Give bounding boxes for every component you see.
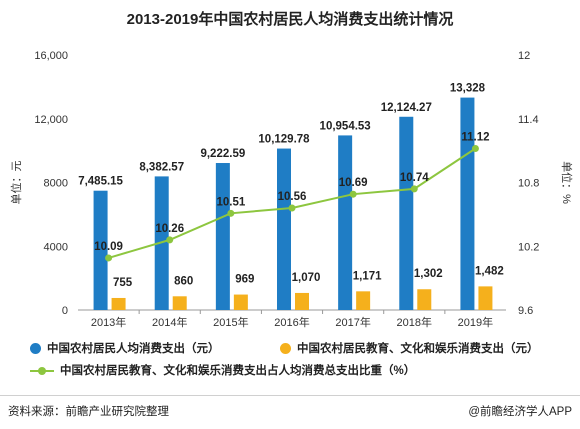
legend-label-ratio: 中国农村居民教育、文化和娱乐消费支出占人均消费总支出比重（%）	[60, 365, 416, 377]
bar-education-label: 755	[113, 277, 133, 289]
y-left-tick-label: 12,000	[34, 114, 68, 126]
bar-consumption-label: 10,954.53	[320, 120, 371, 132]
bar-consumption	[277, 148, 291, 310]
legend-marker-education	[280, 342, 291, 354]
x-tick-label: 2019年	[458, 315, 493, 329]
y-left-tick-label: 16,000	[34, 50, 68, 62]
brand-credit: @前瞻经济学人APP	[468, 406, 572, 418]
chart-title: 2013-2019年中国农村居民人均消费支出统计情况	[126, 11, 454, 28]
y-left-tick-label: 4000	[44, 241, 68, 253]
bar-education	[417, 289, 432, 310]
chart-line	[105, 145, 479, 262]
bar-consumption-label: 9,222.59	[200, 148, 245, 160]
y-right-tick-label: 11.4	[518, 114, 539, 126]
ratio-point	[227, 209, 235, 217]
x-tick-label: 2015年	[213, 315, 248, 329]
x-tick-label: 2016年	[274, 315, 309, 329]
y-right-tick-label: 12	[518, 50, 530, 62]
bar-consumption-label: 7,485.15	[78, 176, 123, 188]
ratio-point	[288, 204, 296, 212]
ratio-point	[410, 185, 418, 193]
ratio-label: 10.56	[278, 191, 307, 203]
chart-axes: 0 4000 8000 12,000 16,000 9.6 10.2 10.8 11.4 12 单位…	[9, 50, 574, 329]
x-tick-label: 2017年	[335, 315, 370, 329]
bar-education-label: 860	[174, 275, 193, 287]
y-right-tick-label: 9.6	[518, 305, 533, 317]
legend-label-education: 中国农村居民教育、文化和娱乐消费支出（元）	[297, 343, 539, 355]
ratio-label: 11.12	[461, 132, 489, 144]
bar-consumption-label: 13,328	[450, 83, 486, 95]
bar-education	[172, 296, 187, 310]
ratio-label: 10.74	[400, 172, 429, 184]
footer: 资料来源：前瞻产业研究院整理 @前瞻经济学人APP	[0, 395, 580, 429]
ratio-point	[471, 145, 479, 152]
y-left-tick-label: 0	[62, 305, 68, 317]
y-left-tick-label: 8000	[44, 178, 68, 190]
bar-education	[478, 286, 493, 310]
y-right-axis-title: 单位：%	[560, 161, 574, 204]
ratio-point	[166, 236, 174, 244]
ratio-point	[349, 190, 357, 198]
bar-consumption-label: 8,382.57	[139, 161, 184, 173]
bar-education-label: 969	[235, 274, 254, 286]
legend-item-consumption: 中国农村居民人均消费支出（元）	[30, 340, 220, 356]
legend-item-ratio: 中国农村居民教育、文化和娱乐消费支出占人均消费总支出比重（%）	[30, 362, 415, 378]
source-note: 资料来源：前瞻产业研究院整理	[8, 406, 169, 418]
bar-education	[356, 291, 371, 310]
x-tick-label: 2013年	[91, 315, 126, 329]
bar-consumption-label: 12,124.27	[381, 102, 432, 114]
ratio-label: 10.69	[339, 177, 368, 189]
bar-education-label: 1,070	[292, 272, 321, 284]
bar-education	[233, 294, 248, 310]
chart-labels: 7,485.15 755 8,382.57 860 9,222.59 969 10,129.…	[78, 83, 504, 289]
y-right-tick-label: 10.8	[518, 178, 539, 190]
bar-consumption	[338, 135, 353, 310]
bar-education-label: 1,482	[475, 265, 504, 277]
ratio-label: 10.09	[94, 241, 123, 253]
bar-consumption	[93, 190, 108, 310]
y-left-axis-title: 单位：元	[9, 161, 23, 205]
legend-label-consumption: 中国农村居民人均消费支出（元）	[47, 343, 220, 355]
bar-consumption-label: 10,129.78	[258, 134, 310, 146]
x-tick-label: 2014年	[152, 315, 187, 329]
legend-marker-consumption	[30, 342, 41, 354]
ratio-point	[105, 254, 113, 262]
legend-item-education: 中国农村居民教育、文化和娱乐消费支出（元）	[280, 340, 539, 356]
bar-education-label: 1,171	[353, 270, 382, 282]
legend-marker-ratio	[30, 365, 54, 376]
bar-education-label: 1,302	[414, 268, 443, 280]
bar-education	[295, 292, 309, 310]
y-right-tick-label: 10.2	[518, 241, 539, 253]
bar-consumption	[215, 163, 230, 310]
ratio-label: 10.26	[155, 223, 184, 235]
ratio-label: 10.51	[216, 196, 245, 208]
chart-canvas: 0 4000 8000 12,000 16,000 9.6 10.2 10.8 11.4 12 单位…	[9, 50, 574, 329]
bar-consumption	[399, 116, 414, 311]
x-tick-label: 2018年	[397, 315, 432, 329]
bar-education	[111, 297, 126, 310]
bar-consumption	[460, 97, 475, 311]
